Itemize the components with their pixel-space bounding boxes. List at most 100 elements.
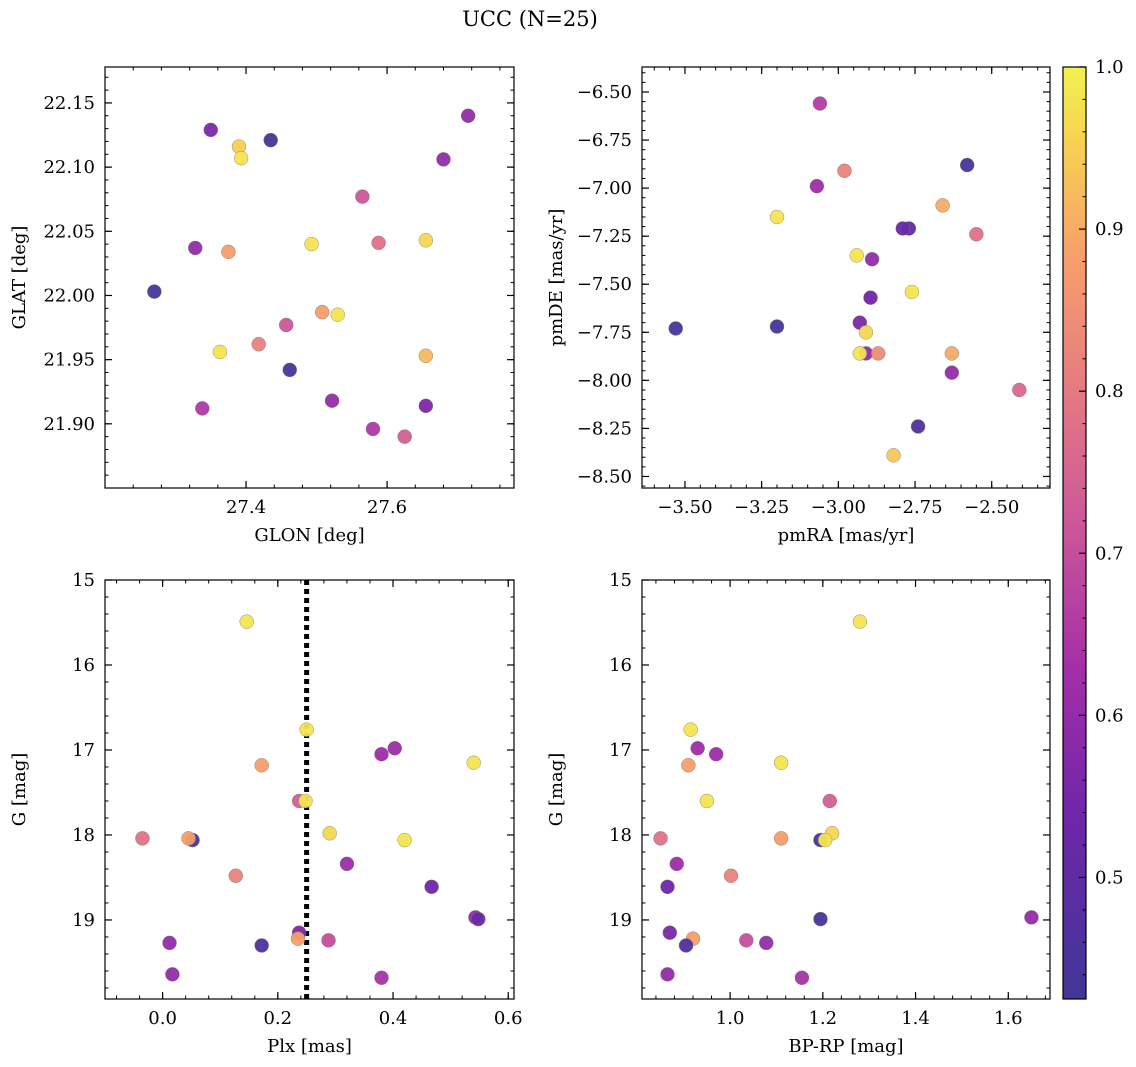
y-tick-label: 15 [72, 570, 95, 591]
y-tick-label: 19 [72, 910, 95, 931]
scatter-point [959, 157, 975, 173]
scatter-point [699, 793, 715, 809]
scatter-point [188, 240, 203, 256]
scatter-point [374, 970, 389, 985]
x-tick-label: −3.50 [657, 497, 712, 518]
scatter-point [355, 189, 370, 204]
y-tick-label: 15 [609, 570, 632, 591]
y-tick-label: 21.90 [43, 414, 95, 435]
panel-top-right: −3.50 −3.25 −3.00 −2.75 −2.50 −8.50 −8.25 −8.00… [546, 66, 1051, 546]
scatter-point [904, 284, 920, 300]
scatter-point [895, 221, 910, 236]
scatter-point [471, 911, 486, 927]
y-tick-label: 17 [609, 740, 632, 761]
scatter-point [944, 346, 960, 361]
x-tick-label: −3.25 [734, 497, 789, 518]
scatter-point [813, 911, 828, 927]
scatter-point [681, 758, 696, 773]
colorbar-tick-label: 0.5 [1095, 867, 1124, 888]
scatter-point [299, 722, 314, 737]
scatter-point [322, 826, 337, 841]
scatter-point [365, 421, 381, 437]
scatter-point [852, 346, 868, 361]
scatter-point [371, 235, 386, 251]
axes-frame [104, 579, 515, 1000]
scatter-point [165, 967, 180, 982]
scatter-point [418, 233, 434, 248]
scatter-point [314, 304, 330, 320]
scatter-point [660, 967, 675, 982]
scatter-point [162, 935, 177, 951]
y-tick-label: −6.75 [577, 130, 632, 151]
x-tick-label: 27.4 [226, 497, 266, 518]
scatter-point [387, 741, 402, 756]
y-tick-label: 18 [609, 825, 632, 846]
scatter-point [251, 337, 266, 352]
scatter-point [773, 755, 789, 770]
scatter-point [330, 307, 345, 322]
y-tick-label: −8.00 [577, 370, 632, 391]
y-tick-label: −6.50 [577, 82, 632, 103]
scatter-point [708, 747, 724, 762]
scatter-point [683, 722, 698, 737]
scatter-point [944, 365, 960, 380]
scatter-point [858, 325, 874, 340]
y-axis-label: G [mag] [9, 753, 30, 826]
x-tick-label: 1.2 [808, 1008, 837, 1029]
scatter-point [135, 831, 150, 846]
y-axis-label: G [mag] [546, 753, 567, 826]
scatter-point [239, 614, 254, 629]
x-tick-label: −2.50 [964, 497, 1019, 518]
scatter-point [279, 317, 294, 333]
scatter-point [460, 108, 476, 123]
scatter-point [321, 933, 336, 948]
scatter-point [969, 227, 984, 242]
colorbar-tick-label: 0.6 [1095, 705, 1124, 726]
scatter-point [418, 398, 434, 414]
axes-frame [104, 66, 515, 489]
scatter-point [466, 755, 481, 770]
scatter-point [794, 970, 810, 985]
x-tick-label: −3.00 [811, 497, 866, 518]
y-axis-label: GLAT [deg] [9, 226, 30, 330]
scatter-point [436, 152, 451, 167]
scatter-point [397, 429, 412, 444]
scatter-point [1024, 910, 1039, 925]
scatter-point [812, 96, 828, 111]
y-tick-label: 18 [72, 825, 95, 846]
y-tick-label: 22.15 [43, 93, 95, 114]
scatter-point [339, 856, 355, 872]
scatter-point [690, 741, 705, 756]
scatter-point [809, 178, 825, 194]
y-tick-label: 22.00 [43, 285, 95, 306]
colorbar-tick-label: 0.8 [1095, 381, 1124, 402]
axes-frame [641, 66, 1051, 489]
scatter-point [203, 122, 218, 138]
x-axis-label: Plx [mas] [267, 1036, 352, 1057]
scatter-point [653, 831, 668, 846]
scatter-point [424, 879, 439, 895]
y-tick-label: 17 [72, 740, 95, 761]
scatter-point [660, 879, 675, 895]
scatter-point [1012, 382, 1027, 398]
y-tick-label: 16 [609, 655, 632, 676]
y-tick-label: −7.00 [577, 178, 632, 199]
y-tick-label: 16 [72, 655, 95, 676]
scatter-point [195, 401, 210, 416]
scatter-point [769, 209, 785, 225]
x-tick-label: 0.4 [379, 1008, 408, 1029]
scatter-point [233, 150, 249, 166]
scatter-point [723, 868, 739, 883]
colorbar-gradient [1062, 66, 1087, 1000]
scatter-point [837, 163, 852, 179]
y-tick-label: 22.05 [43, 221, 95, 242]
scatter-point [669, 856, 684, 872]
panel-bottom-left: 0.0 0.2 0.4 0.6 15 16 17 18 19 Plx [mas] G [mag] [9, 570, 523, 1057]
x-axis-label: pmRA [mas/yr] [778, 525, 915, 546]
colorbar-tick-label: 0.9 [1095, 219, 1124, 240]
x-tick-label: −2.75 [887, 497, 942, 518]
y-tick-label: 21.95 [43, 350, 95, 371]
y-tick-label: −8.25 [577, 418, 632, 439]
scatter-point [773, 831, 789, 846]
